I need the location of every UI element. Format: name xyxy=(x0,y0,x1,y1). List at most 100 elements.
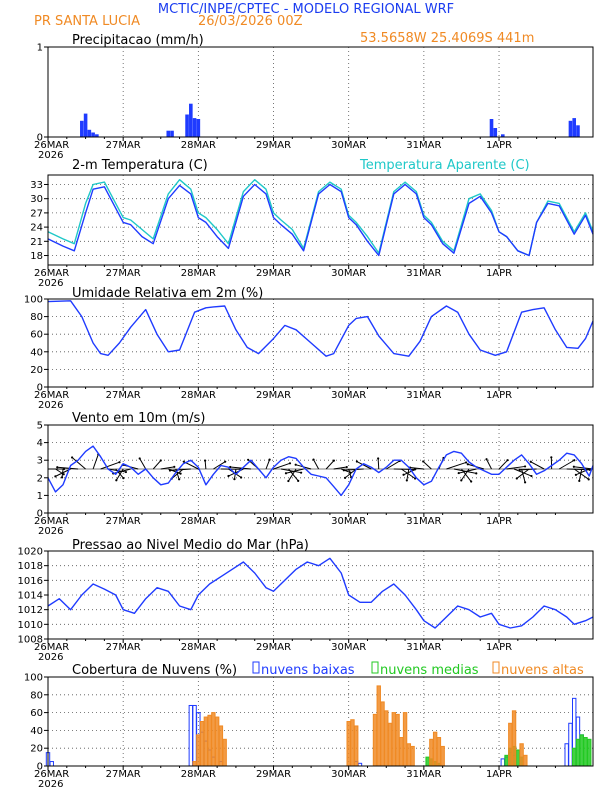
cloud-bar-mid xyxy=(579,734,584,767)
wind-arrow-head xyxy=(71,456,74,459)
x-tick-label: 30MAR xyxy=(331,268,366,279)
wind-arrow xyxy=(71,457,86,470)
wind-arrow-head xyxy=(182,460,185,463)
y-tick-label: 5 xyxy=(37,421,43,432)
wind-arrow xyxy=(92,454,99,470)
wind-arrow-head xyxy=(268,458,271,461)
wind-arrow-head xyxy=(550,456,553,459)
wind-arrow-head xyxy=(405,479,408,482)
wind-arrow-head xyxy=(288,462,292,465)
precip-bar xyxy=(189,103,193,137)
precip-bar xyxy=(87,129,92,137)
header-coords: 53.5658W 25.4069S 441m xyxy=(360,31,534,46)
wind-arrow xyxy=(486,459,492,470)
cloud-bar-high xyxy=(350,719,355,767)
x-tick-label: 29MAR xyxy=(256,642,291,653)
wind-arrow xyxy=(344,468,357,479)
y-tick-label: 20 xyxy=(30,744,43,755)
wind-arrow-head xyxy=(124,470,128,474)
series-line xyxy=(47,300,594,357)
wind-arrow xyxy=(377,458,380,470)
cloud-bar-mid xyxy=(572,747,577,767)
wind-arrow-head xyxy=(574,473,577,476)
x-tick-label: 27MAR xyxy=(106,268,141,279)
precip-bar xyxy=(185,114,189,137)
wind-arrow-head xyxy=(524,481,527,484)
y-tick-label: 18 xyxy=(30,251,43,262)
x-tick-label: 28MAR xyxy=(181,140,216,151)
panel-title: Cobertura de Nuvens (%) xyxy=(72,663,237,678)
wind-arrow xyxy=(446,461,467,470)
wind-arrow-head xyxy=(530,474,533,478)
wind-arrow xyxy=(422,461,432,470)
wind-arrow-head xyxy=(54,475,57,478)
y-tick-label: 27 xyxy=(30,208,43,219)
x-tick-label: 31MAR xyxy=(406,140,441,151)
wind-arrow-head xyxy=(485,458,488,461)
precip-bar xyxy=(489,119,494,137)
y-tick-label: 0 xyxy=(37,383,43,394)
wind-arrow xyxy=(558,459,575,470)
x-tick-label: 1APR xyxy=(486,268,512,279)
wind-arrow xyxy=(458,468,477,474)
wind-arrow-head xyxy=(247,458,250,461)
wind-arrow-head xyxy=(204,459,207,462)
y-tick-label: 60 xyxy=(30,708,43,719)
x-tick-label: 1APR xyxy=(486,390,512,401)
x-tick-label: 30MAR xyxy=(331,140,366,151)
precip-bar xyxy=(493,128,498,137)
wind-arrow-head xyxy=(300,471,303,474)
x-tick-label: 28MAR xyxy=(181,516,216,527)
cloud-bar-high xyxy=(511,710,517,767)
x-tick-label: 26MAR xyxy=(34,140,69,151)
legend-swatch-mid xyxy=(371,661,379,674)
y-tick-label: 1012 xyxy=(18,605,43,616)
y-tick-label: 1010 xyxy=(18,620,43,631)
x-tick-label: 30MAR xyxy=(331,516,366,527)
x-tick-label: 28MAR xyxy=(181,390,216,401)
wind-arrow xyxy=(325,460,335,470)
wind-arrow xyxy=(280,468,302,474)
x-tick-label: 26MAR xyxy=(34,268,69,279)
y-tick-label: 1014 xyxy=(18,591,43,602)
header-title: MCTIC/INPE/CPTEC - MODELO REGIONAL WRF xyxy=(158,2,454,17)
y-tick-label: 2 xyxy=(37,473,43,484)
panel-clouds: Cobertura de Nuvens (%) nuvens baixas nu… xyxy=(24,661,594,790)
y-tick-label: 1018 xyxy=(18,561,43,572)
y-tick-label: 4 xyxy=(37,438,43,449)
y-tick-label: 1020 xyxy=(18,547,43,558)
wind-arrow-head xyxy=(518,468,521,471)
x-tick-label: 31MAR xyxy=(406,268,441,279)
x-tick-label: 31MAR xyxy=(406,516,441,527)
wind-arrow-head xyxy=(572,465,575,468)
x-tick-label: 31MAR xyxy=(406,642,441,653)
x-tick-label: 27MAR xyxy=(106,140,141,151)
x-tick-label: 31MAR xyxy=(406,769,441,780)
cloud-bar-high xyxy=(410,745,415,767)
cloud-bar-mid xyxy=(575,738,581,767)
cloud-bar-high xyxy=(192,761,197,767)
precip-bar xyxy=(95,134,99,137)
wind-arrow xyxy=(578,468,583,482)
cloud-bar-high xyxy=(387,722,393,767)
wind-arrow xyxy=(230,466,252,470)
x-tick-label: 1APR xyxy=(486,516,512,527)
wind-arrow xyxy=(204,460,207,470)
cloud-bar-high xyxy=(214,716,220,767)
cloud-bar-high xyxy=(384,710,389,767)
wind-arrow xyxy=(356,461,372,470)
wind-arrow-head xyxy=(475,472,478,475)
x-tick-label: 28MAR xyxy=(181,268,216,279)
wind-arrow-head xyxy=(460,479,463,482)
cloud-bar-high xyxy=(406,743,412,767)
y-tick-label: 1008 xyxy=(18,635,43,646)
precip-bar xyxy=(166,130,171,137)
wind-arrow-head xyxy=(312,458,315,461)
x-tick-label: 29MAR xyxy=(256,268,291,279)
x-tick-label: 26MAR xyxy=(34,769,69,780)
x-tick-label: 1APR xyxy=(486,769,512,780)
wind-arrow-head xyxy=(62,473,65,476)
wind-arrow xyxy=(265,459,271,470)
precip-bar xyxy=(80,120,84,137)
